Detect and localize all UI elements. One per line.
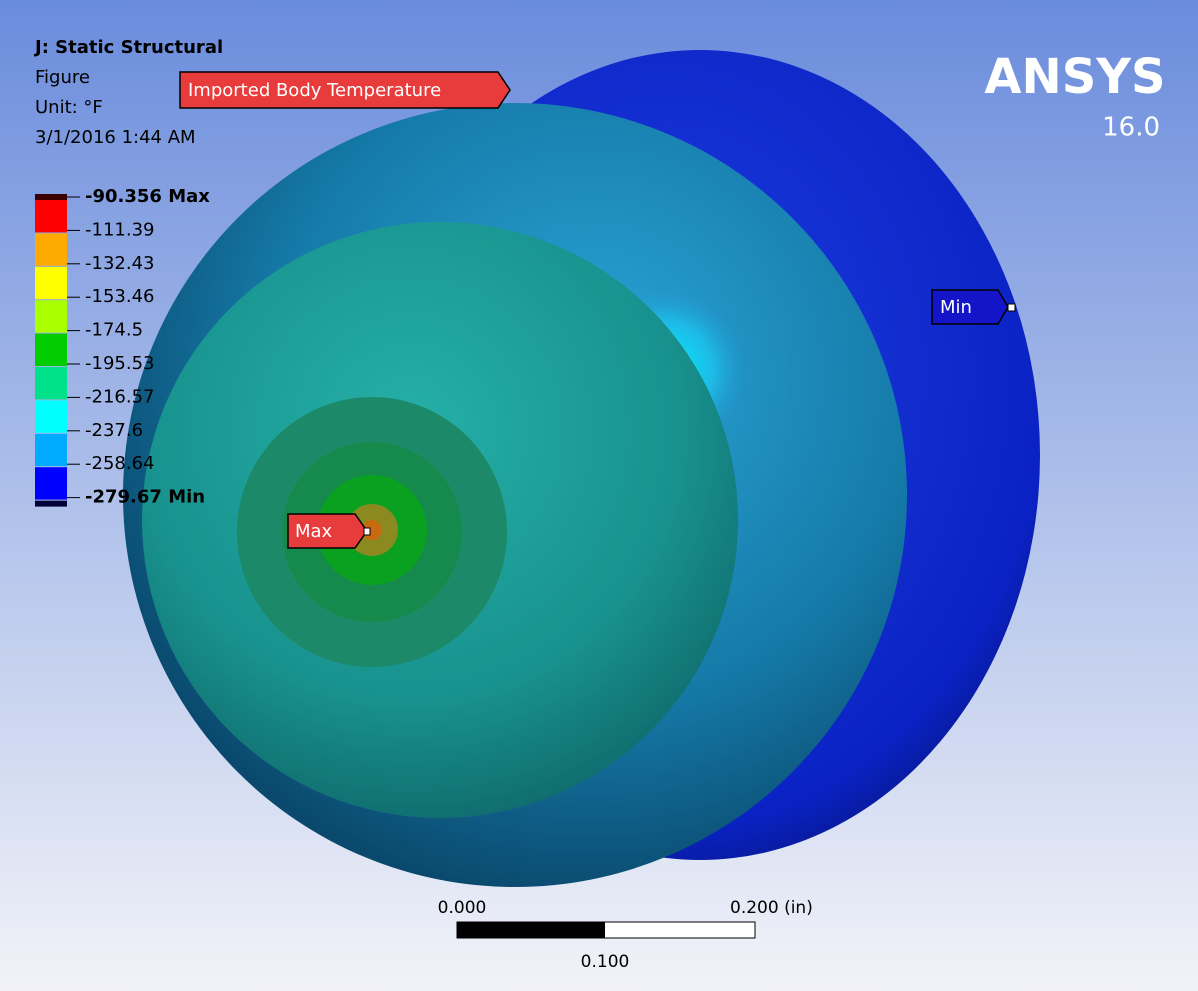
legend: -90.356 Max -111.39 -132.43 -153.46 -174.5 -1…	[35, 186, 210, 508]
tag-label: Max	[295, 521, 333, 542]
legend-swatch	[35, 467, 67, 500]
tag-label: Imported Body Temperature	[188, 80, 441, 101]
scale-bar: 0.000 0.200 (in) 0.100	[438, 898, 813, 972]
legend-label: -174.5	[85, 320, 143, 341]
legend-label: -279.67 Min	[85, 487, 205, 508]
legend-swatch	[35, 200, 67, 233]
legend-swatch	[35, 400, 67, 433]
scale-label: 0.100	[581, 952, 630, 972]
legend-swatch	[35, 333, 67, 366]
logo-version: 16.0	[1102, 113, 1160, 143]
min-tag: Min	[931, 289, 1016, 325]
header-line: 3/1/2016 1:44 AM	[35, 127, 196, 148]
legend-cap	[35, 194, 67, 200]
header-title: J: Static Structural	[33, 37, 223, 58]
legend-swatch	[35, 433, 67, 467]
legend-label: -111.39	[85, 219, 154, 240]
result-tag: Imported Body Temperature	[179, 71, 511, 109]
legend-label: -216.57	[85, 386, 154, 407]
legend-label: -195.53	[85, 353, 154, 374]
legend-label: -153.46	[85, 286, 154, 307]
legend-label: -132.43	[85, 253, 154, 274]
logo-name: ANSYS	[984, 49, 1165, 105]
legend-label: -90.356 Max	[85, 186, 210, 207]
legend-swatch	[35, 300, 67, 333]
legend-label: -258.64	[85, 453, 154, 474]
header-line: Unit: °F	[35, 97, 103, 118]
legend-cap	[35, 500, 67, 507]
legend-swatch	[35, 367, 67, 400]
legend-label: -237.6	[85, 420, 143, 441]
legend-swatch	[35, 266, 67, 300]
legend-swatch	[35, 233, 67, 266]
tag-label: Min	[940, 297, 972, 318]
scale-label: 0.200 (in)	[730, 898, 813, 918]
scale-label: 0.000	[438, 898, 487, 918]
max-tag: Max	[287, 513, 371, 549]
header-line: Figure	[35, 67, 90, 88]
header: J: Static Structural Figure Unit: °F 3/1…	[33, 37, 223, 148]
